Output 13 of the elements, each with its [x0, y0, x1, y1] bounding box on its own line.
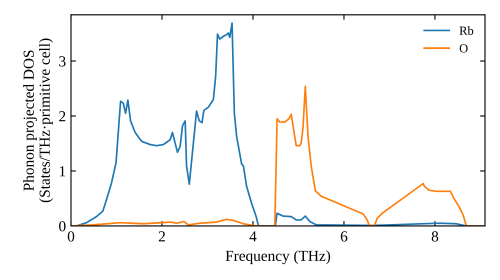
x-tick-label: 0: [68, 231, 74, 242]
x-axis-title: Frequency (THz): [226, 250, 330, 264]
x-tick-label: 8: [432, 231, 438, 242]
legend-label: O: [460, 44, 468, 53]
y-tick-label: 2: [59, 111, 66, 122]
x-tick-label: 4: [249, 231, 257, 242]
x-tick-label: 6: [340, 231, 348, 242]
y-tick-label: 3: [59, 56, 66, 66]
y-axis-title: Phonon projected DOS (States/THz·primitive cell): [23, 38, 53, 202]
x-tick-label: 2: [158, 231, 165, 242]
y-tick-label: 0: [59, 221, 66, 232]
y-tick-label: 1: [60, 166, 66, 176]
legend-label: Rb: [460, 26, 474, 35]
